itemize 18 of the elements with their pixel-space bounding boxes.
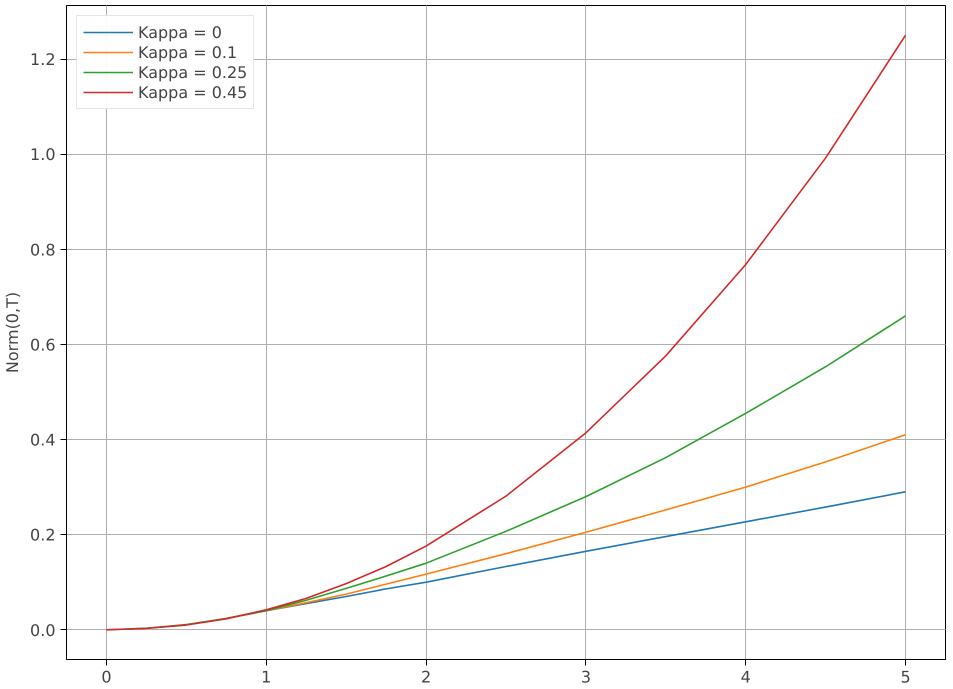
legend-label: Kappa = 0.45 — [138, 82, 248, 102]
y-tick-label: 0.4 — [30, 430, 56, 450]
x-tick-label: 0 — [101, 668, 112, 686]
x-tick-label: 5 — [900, 668, 911, 686]
y-tick-label: 1.0 — [30, 145, 56, 164]
x-tick-label: 1 — [261, 668, 272, 686]
y-tick-label: 0.8 — [30, 240, 56, 260]
x-tick-label: 2 — [421, 668, 432, 686]
y-tick-label: 1.2 — [30, 50, 56, 70]
legend-label: Kappa = 0.1 — [138, 42, 238, 62]
x-tick-label: 4 — [740, 668, 751, 686]
y-tick-label: 0.6 — [30, 335, 56, 354]
legend-label: Kappa = 0.25 — [138, 62, 248, 82]
x-tick-label: 3 — [580, 668, 592, 686]
y-axis-title: Norm(0,T) — [3, 292, 22, 374]
y-tick-label: 0.2 — [30, 526, 56, 545]
y-tick-label: 0.0 — [30, 620, 56, 640]
legend-label: Kappa = 0 — [138, 22, 222, 42]
